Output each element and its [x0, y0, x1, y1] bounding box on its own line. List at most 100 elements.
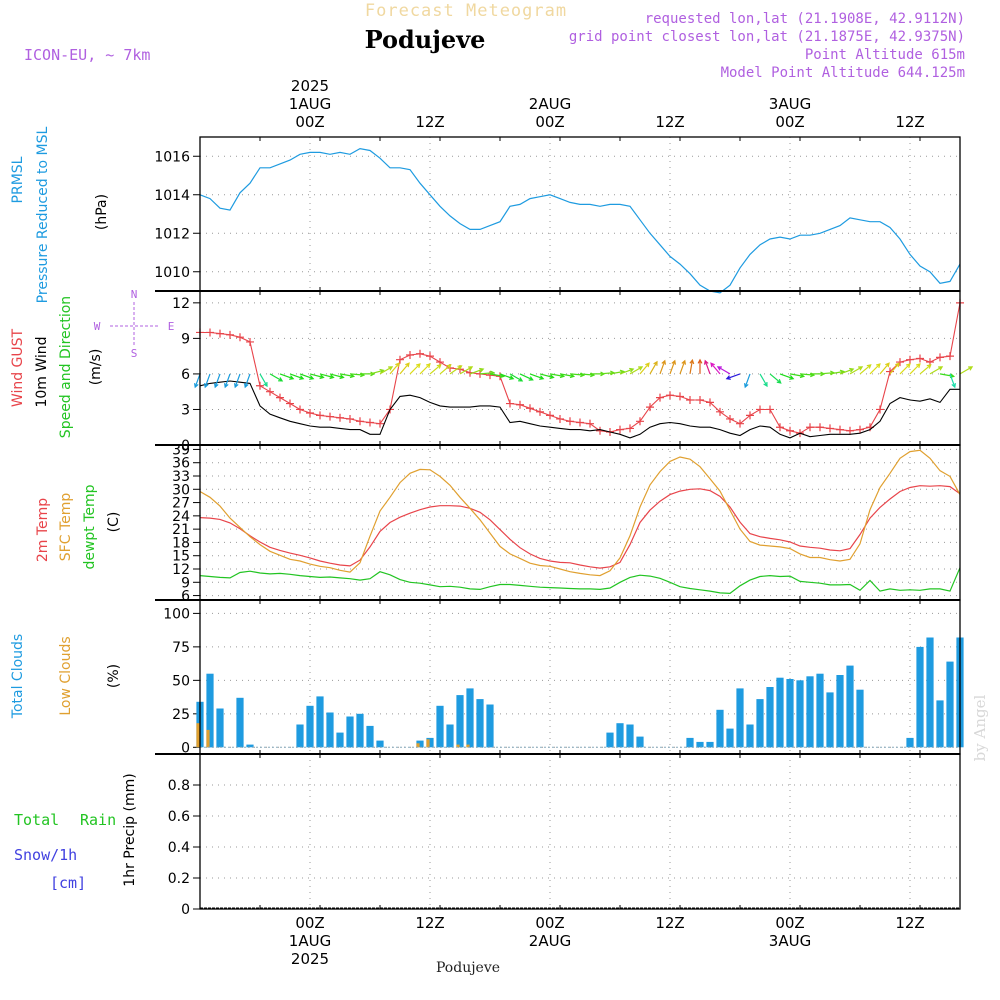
- label-wind-gust: Wind GUST: [10, 328, 26, 407]
- time-label-top: 00Z: [295, 113, 324, 131]
- gust-marker: [676, 392, 684, 401]
- total-cloud-bar: [926, 637, 934, 748]
- gust-marker: [226, 330, 234, 339]
- label-snow: Snow/1h: [14, 846, 77, 864]
- gust-marker: [276, 393, 284, 402]
- total-cloud-bar: [356, 713, 364, 748]
- ytick-label: 25: [172, 707, 190, 723]
- time-label-bottom: 12Z: [415, 914, 444, 932]
- wind-arrow: [539, 373, 555, 380]
- total-cloud-bar: [826, 692, 834, 748]
- low-cloud-bar: [426, 739, 430, 748]
- wind-arrow: [649, 360, 658, 375]
- temp-series: [199, 449, 961, 595]
- wind-arrow: [399, 362, 410, 375]
- ytick-label: 36: [172, 456, 190, 472]
- wind-arrow: [279, 373, 295, 380]
- time-label-top: 3AUG: [769, 95, 811, 113]
- compass-e: E: [168, 320, 175, 333]
- footer-location: Podujeve: [436, 960, 500, 976]
- wind-arrow: [659, 359, 666, 375]
- gust-marker: [746, 411, 754, 420]
- wind-arrow: [329, 373, 345, 380]
- wind-arrow: [716, 366, 731, 375]
- model-label: ICON-EU, ~ 7km: [24, 46, 150, 64]
- total-cloud-bar: [456, 695, 464, 748]
- wind-arrow: [889, 362, 900, 375]
- ytick-label: 15: [172, 549, 190, 565]
- gust-marker: [536, 407, 544, 416]
- gust-marker: [856, 425, 864, 434]
- total-cloud-bar: [336, 732, 344, 748]
- wind-arrow: [769, 373, 782, 384]
- ytick-label: 1016: [154, 149, 190, 165]
- label-c: (C): [106, 512, 122, 533]
- total-cloud-bar: [796, 680, 804, 748]
- gust-marker: [706, 398, 714, 407]
- panel-precipitation: 0 0.2 0.4 0.6 0.8: [168, 754, 960, 918]
- label-ms: (m/s): [88, 349, 104, 386]
- total-cloud-bar: [786, 679, 794, 748]
- ytick-label: 0: [181, 740, 190, 756]
- wind-arrow: [289, 373, 305, 380]
- wind-arrow: [379, 366, 394, 375]
- total-cloud-bar: [486, 704, 494, 748]
- wind-arrow: [224, 373, 231, 389]
- gust-marker: [846, 426, 854, 435]
- compass-n: N: [131, 288, 138, 301]
- label-rain: Rain: [80, 811, 116, 829]
- wind-arrow: [259, 373, 268, 388]
- grid-point-coords: grid point closest lon,lat (21.1875E, 42…: [569, 29, 965, 45]
- wind-arrow: [369, 368, 385, 375]
- gust-marker: [776, 423, 784, 432]
- ytick-label: 24: [172, 509, 190, 525]
- wind-arrow: [309, 373, 325, 380]
- label-low-clouds: Low Clouds: [58, 636, 74, 715]
- gust-marker: [236, 333, 244, 342]
- low-cloud-bar: [456, 744, 460, 748]
- total-cloud-bar: [306, 705, 314, 748]
- gust-marker: [716, 407, 724, 416]
- wind-arrow: [789, 373, 806, 379]
- total-cloud-bar: [316, 696, 324, 748]
- ytick-label: 12: [172, 562, 190, 578]
- total-cloud-bar: [296, 724, 304, 748]
- label-2m-temp: 2m Temp: [35, 498, 51, 562]
- ytick-label: 1014: [154, 188, 190, 204]
- ytick-label: 0.8: [168, 778, 190, 794]
- gust-marker: [306, 409, 314, 418]
- wind-arrow: [204, 373, 211, 389]
- gust-marker: [546, 411, 554, 420]
- wind-arrow: [697, 358, 703, 374]
- panel-frame: [199, 599, 961, 755]
- wind-arrow: [669, 359, 676, 375]
- gust-marker: [736, 419, 744, 428]
- gust-marker: [326, 412, 334, 421]
- gust-marker: [636, 417, 644, 426]
- label-speed-direction: Speed and Direction: [58, 296, 74, 438]
- wind-arrow: [710, 362, 721, 375]
- time-label-bottom: 00Z: [295, 914, 324, 932]
- total-cloud-bar: [836, 675, 844, 748]
- label-pressure-msl: Pressure Reduced to MSL: [35, 126, 51, 303]
- gust-marker: [416, 349, 424, 358]
- ytick-label: 18: [172, 535, 190, 551]
- wind-arrow: [899, 363, 911, 375]
- sfc-temp-line: [199, 449, 961, 577]
- label-percent: (%): [106, 664, 122, 688]
- gust-line: [200, 302, 961, 434]
- dewpt-line: [199, 567, 961, 595]
- wind-arrow: [759, 373, 768, 388]
- gust-marker: [786, 426, 794, 435]
- gust-marker: [296, 405, 304, 414]
- time-label-top: 2AUG: [529, 95, 571, 113]
- gust-marker: [696, 395, 704, 404]
- compass-rose: [110, 302, 160, 347]
- low-cloud-bar: [206, 729, 210, 748]
- total-cloud-bar: [936, 700, 944, 748]
- total-cloud-bar: [686, 737, 694, 748]
- label-cm: [cm]: [50, 874, 86, 892]
- time-label-top: 00Z: [535, 113, 564, 131]
